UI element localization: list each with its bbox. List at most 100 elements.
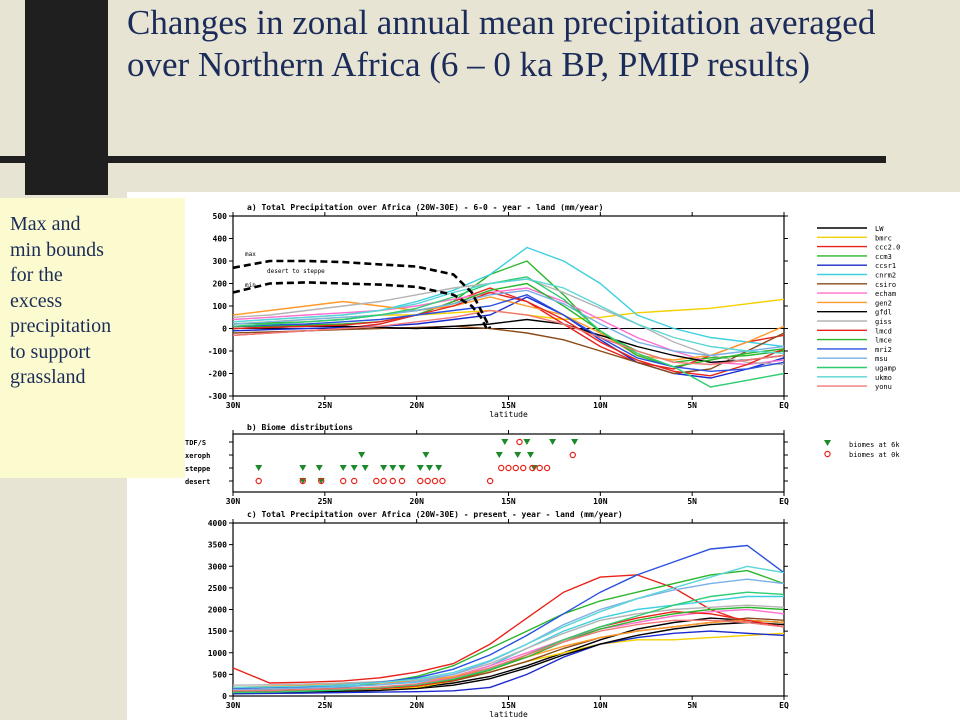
category-label: desert [185,478,210,486]
series-line-ukmo [232,565,785,689]
legend-label: cnrm2 [875,272,896,280]
series-line-csiro [232,617,785,691]
x-tick-label: 10N [593,497,608,506]
series-line-mri2 [232,294,785,373]
series-line-yonu [232,619,785,692]
y-tick-label: 3500 [208,541,227,550]
legend-label: giss [875,318,892,326]
category-label: TDF/S [185,439,206,447]
biome-6k-marker [299,465,307,471]
biome-6k-marker [571,439,579,445]
y-tick-label: 400 [213,235,228,244]
x-axis-label: latitude [489,410,528,419]
x-tick-label: 10N [593,701,608,710]
biome-6k-marker [514,452,522,458]
note-line-3: for the [10,264,63,286]
biome-0k-marker [529,464,536,472]
biome-6k-marker [361,465,369,471]
biome-6k-marker [426,465,433,471]
y-tick-label: 300 [213,257,228,266]
title-underline-bar [0,156,886,163]
x-tick-label: 25N [318,401,333,410]
series-line-msu [232,289,785,357]
panel-c-title: c) Total Precipitation over Africa (20W-… [247,509,623,519]
series-line-LW [233,617,785,691]
biome-6k-marker [389,465,397,471]
legend-label: ccm3 [875,253,892,261]
y-tick-label: 100 [213,302,228,311]
biome-0k-marker [543,464,551,472]
pmip-figure: a) Total Precipitation over Africa (20W-… [127,192,960,720]
x-tick-label: 30N [226,701,241,710]
x-tick-label: 25N [318,497,333,506]
note-line-6: to support [10,340,91,363]
x-tick-label: 5N [687,701,697,710]
y-tick-label: 2500 [208,584,227,593]
legend-label: echam [875,290,896,298]
max-annotation: max [245,251,256,258]
legend-label: LW [875,225,884,233]
legend-6k-label: biomes at 6k [849,441,900,449]
biome-6k-marker [339,465,347,471]
legend-0k-marker [824,450,831,458]
note-line-7: grassland [10,366,86,388]
biome-0k-marker [486,477,494,485]
biome-6k-marker [527,452,534,458]
series-line-gen2 [232,296,785,361]
panel-b-title: b) Biome distributions [247,422,353,432]
legend-label: gen2 [875,299,892,307]
biome-0k-marker [380,477,387,485]
bounds-note: Max and min bounds for the excess precip… [0,198,185,478]
biome-0k-marker [431,477,439,485]
biome-0k-marker [536,464,543,472]
legend-label: gfdl [875,309,892,317]
biome-6k-marker [350,465,358,471]
legend-label: yonu [875,383,892,391]
x-tick-label: 5N [687,401,697,410]
series-line-giss [232,604,785,686]
category-label: steppe [185,465,210,473]
series-line-ukmo [232,278,785,354]
biome-6k-marker [435,465,443,471]
x-tick-label: 5N [687,497,697,506]
biome-6k-marker [530,465,538,471]
note-line-5: precipitation [10,315,112,337]
biome-0k-marker [350,477,358,485]
y-tick-label: 1000 [208,649,227,658]
y-tick-label: 500 [213,212,228,221]
y-tick-label: 0 [222,325,227,334]
x-tick-label: 15N [501,497,516,506]
legend-6k-marker [824,440,831,446]
y-tick-label: 4000 [208,519,227,528]
biome-6k-marker [495,452,503,458]
note-line-2: min bounds [10,238,104,261]
biome-0k-marker [255,477,262,485]
legend-0k-label: biomes at 0k [849,451,900,459]
legend-label: mri2 [875,346,892,354]
x-tick-label: 30N [226,497,241,506]
category-label: xeroph [185,452,210,460]
biome-0k-marker [339,477,347,485]
x-tick-label: EQ [779,401,789,410]
biome-6k-marker [501,439,509,445]
y-tick-label: 200 [213,280,228,289]
x-tick-label: 15N [501,701,516,710]
min-bound-line [232,281,488,330]
series-line-cnrm2 [233,595,784,689]
x-tick-label: 25N [318,701,333,710]
series-line-ccsr1 [232,296,785,379]
y-tick-label: 500 [213,670,228,679]
legend-label: ccc2.0 [875,244,900,252]
biome-0k-marker [299,477,306,485]
biome-6k-marker [422,452,430,458]
legend-label: ukmo [875,374,892,382]
biome-6k-marker [380,465,388,471]
series-line-lmcd [232,291,785,377]
legend-label: ugamp [875,365,896,373]
biome-6k-marker [358,452,366,458]
series-line-ccsr1 [232,630,785,695]
biome-6k-marker [416,465,424,471]
y-tick-label: -300 [208,392,227,401]
biome-0k-marker [398,477,406,485]
biome-0k-marker [417,477,424,485]
